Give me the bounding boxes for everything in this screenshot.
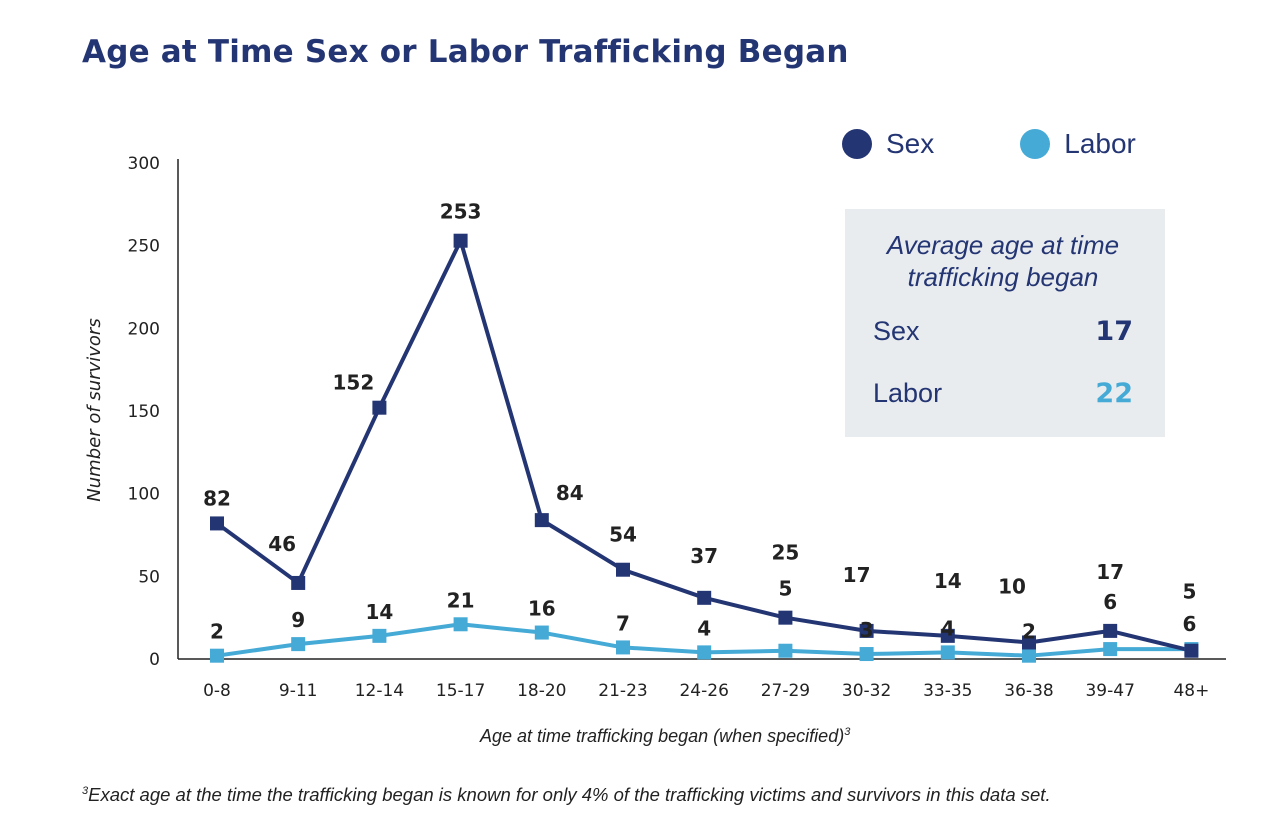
- legend-label-labor: Labor: [1064, 128, 1136, 159]
- data-label-labor-33-35: 4: [941, 616, 955, 640]
- x-tick-label-39-47: 39-47: [1085, 681, 1134, 701]
- average-label-sex: Sex: [873, 315, 920, 346]
- legend-swatch-labor: [1020, 129, 1051, 159]
- y-tick-label-300: 300: [128, 154, 160, 174]
- x-tick-labels: 0-8 9-11 12-14 15-17 18-20 21-23 24-26 27-29 30-…: [203, 681, 1209, 701]
- data-label-labor-21-23: 7: [616, 611, 630, 635]
- x-tick-label-21-23: 21-23: [598, 681, 647, 701]
- point-labor-30-32: [859, 647, 874, 662]
- x-tick-label-18-20: 18-20: [517, 681, 566, 701]
- y-tick-label-150: 150: [128, 402, 160, 422]
- point-sex-33-35: [940, 628, 955, 643]
- data-label-labor-12-14: 14: [365, 600, 393, 624]
- point-labor-21-23: [616, 640, 630, 655]
- x-tick-label-24-26: 24-26: [679, 681, 728, 701]
- point-sex-12-14: [372, 400, 387, 415]
- legend-label-sex: Sex: [886, 128, 935, 159]
- point-sex-36-38: [1022, 635, 1036, 650]
- average-label-labor: Labor: [873, 377, 943, 408]
- data-label-sex-18-20: 84: [556, 481, 584, 505]
- data-label-labor-36-38: 2: [1022, 620, 1036, 644]
- y-axis-label: Number of survivors: [84, 318, 105, 501]
- data-label-sex-39-47: 17: [1096, 560, 1124, 584]
- legend-item-sex: Sex: [842, 128, 934, 160]
- data-label-sex-9-11: 46: [268, 532, 296, 556]
- point-sex-48+: [1184, 643, 1199, 658]
- x-tick-label-9-11: 9-11: [279, 681, 318, 701]
- x-tick-label-27-29: 27-29: [761, 681, 810, 701]
- y-tick-label-250: 250: [128, 237, 160, 257]
- data-label-sex-0-8: 82: [203, 486, 231, 510]
- legend-swatch-sex: [842, 129, 872, 159]
- point-labor-9-11: [291, 637, 306, 652]
- x-tick-label-0-8: 0-8: [203, 681, 231, 701]
- average-row-sex: Sex 17: [873, 307, 1133, 355]
- data-label-sex-24-26: 37: [690, 544, 718, 568]
- data-label-sex-15-17: 253: [440, 200, 482, 224]
- point-labor-36-38: [1022, 648, 1036, 663]
- x-tick-label-30-32: 30-32: [842, 681, 891, 701]
- point-labor-39-47: [1103, 642, 1118, 657]
- point-sex-9-11: [291, 575, 306, 590]
- data-label-labor-0-8: 2: [210, 620, 224, 644]
- data-label-labor-30-32: 3: [860, 618, 874, 642]
- x-tick-label-36-38: 36-38: [1004, 681, 1053, 701]
- data-label-labor-27-29: 5: [778, 577, 792, 601]
- point-labor-27-29: [778, 643, 793, 658]
- point-sex-30-32: [859, 623, 874, 638]
- y-tick-label-50: 50: [138, 567, 160, 587]
- average-value-sex: 17: [1095, 315, 1133, 347]
- x-axis-label: Age at time trafficking began (when spec…: [480, 726, 850, 747]
- x-tick-label-12-14: 12-14: [355, 681, 404, 701]
- point-sex-27-29: [778, 610, 793, 625]
- data-label-sex-48+: 5: [1182, 580, 1196, 604]
- point-labor-12-14: [372, 628, 387, 643]
- point-labor-0-8: [210, 648, 224, 663]
- page-title: Age at Time Sex or Labor Trafficking Beg…: [82, 34, 849, 70]
- footnote: 3Exact age at the time the trafficking b…: [82, 784, 1051, 806]
- data-label-labor-15-17: 21: [447, 588, 475, 612]
- data-label-sex-36-38: 10: [998, 574, 1026, 598]
- x-axis-label-text: Age at time trafficking began (when spec…: [480, 726, 845, 746]
- x-tick-label-33-35: 33-35: [923, 681, 972, 701]
- average-row-labor: Labor 22: [873, 369, 1133, 417]
- data-label-labor-48+: 6: [1182, 612, 1196, 636]
- point-labor-33-35: [940, 645, 955, 660]
- data-label-labor-24-26: 4: [697, 616, 711, 640]
- data-label-sex-30-32: 17: [843, 563, 871, 587]
- data-label-sex-27-29: 25: [771, 541, 799, 565]
- x-tick-label-48+: 48+: [1173, 681, 1209, 701]
- point-sex-15-17: [453, 233, 468, 248]
- average-value-labor: 22: [1095, 377, 1133, 409]
- data-label-sex-12-14: 152: [333, 371, 375, 395]
- point-labor-18-20: [534, 625, 549, 640]
- point-sex-18-20: [534, 513, 549, 528]
- point-sex-0-8: [210, 516, 224, 531]
- data-label-labor-9-11: 9: [291, 608, 305, 632]
- footnote-text: Exact age at the time the trafficking be…: [88, 784, 1051, 805]
- point-sex-39-47: [1103, 623, 1118, 638]
- data-label-sex-33-35: 14: [934, 569, 962, 593]
- point-sex-24-26: [697, 590, 712, 605]
- point-labor-24-26: [697, 645, 712, 660]
- y-tick-labels: 0 50 100 150 200 250 300: [128, 154, 160, 670]
- y-tick-label-0: 0: [149, 650, 160, 670]
- point-sex-21-23: [616, 562, 630, 577]
- average-age-box: Average age at time trafficking began Se…: [845, 209, 1165, 437]
- x-tick-label-15-17: 15-17: [436, 681, 485, 701]
- series-points: [210, 233, 1199, 663]
- legend: Sex Labor: [842, 128, 1136, 160]
- legend-item-labor: Labor: [1020, 128, 1136, 160]
- y-tick-label-100: 100: [128, 485, 160, 505]
- data-label-labor-18-20: 16: [528, 597, 556, 621]
- x-axis-label-footnote-marker: 3: [844, 726, 851, 738]
- y-tick-label-200: 200: [128, 319, 160, 339]
- footnote-marker: 3: [82, 784, 89, 797]
- point-labor-15-17: [453, 617, 468, 632]
- data-label-sex-21-23: 54: [609, 523, 637, 547]
- average-age-title: Average age at time trafficking began: [886, 230, 1120, 292]
- data-label-labor-39-47: 6: [1103, 590, 1117, 614]
